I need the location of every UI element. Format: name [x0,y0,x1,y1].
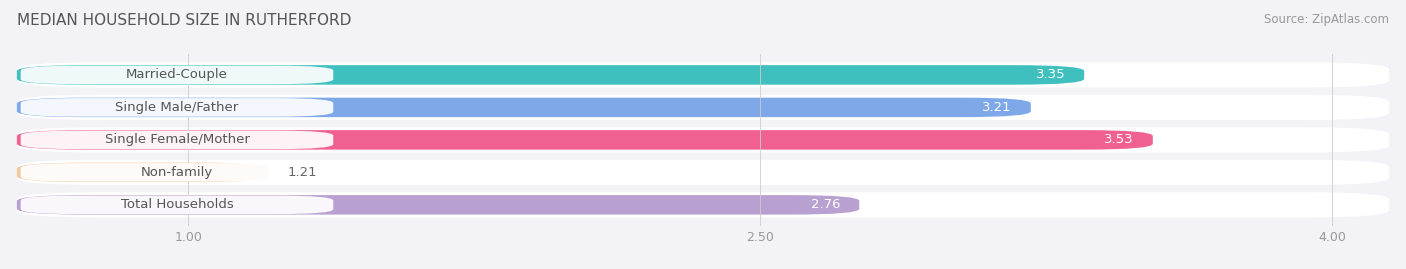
FancyBboxPatch shape [21,66,333,84]
FancyBboxPatch shape [17,95,1389,120]
FancyBboxPatch shape [21,131,333,149]
Text: 3.21: 3.21 [983,101,1012,114]
Text: Single Female/Mother: Single Female/Mother [104,133,249,146]
FancyBboxPatch shape [17,160,1389,185]
FancyBboxPatch shape [17,65,1084,85]
FancyBboxPatch shape [21,163,333,182]
FancyBboxPatch shape [17,130,1153,150]
Text: Married-Couple: Married-Couple [127,68,228,82]
Text: MEDIAN HOUSEHOLD SIZE IN RUTHERFORD: MEDIAN HOUSEHOLD SIZE IN RUTHERFORD [17,13,352,29]
Text: Non-family: Non-family [141,166,214,179]
Text: Single Male/Father: Single Male/Father [115,101,239,114]
FancyBboxPatch shape [17,192,1389,218]
FancyBboxPatch shape [17,62,1389,88]
Text: 3.53: 3.53 [1104,133,1133,146]
Text: 1.21: 1.21 [287,166,318,179]
FancyBboxPatch shape [17,98,1031,117]
FancyBboxPatch shape [21,196,333,214]
FancyBboxPatch shape [17,195,859,215]
FancyBboxPatch shape [17,127,1389,153]
Text: 3.35: 3.35 [1035,68,1066,82]
Text: Total Households: Total Households [121,198,233,211]
Text: Source: ZipAtlas.com: Source: ZipAtlas.com [1264,13,1389,26]
FancyBboxPatch shape [21,98,333,117]
Text: 2.76: 2.76 [811,198,841,211]
FancyBboxPatch shape [17,163,269,182]
